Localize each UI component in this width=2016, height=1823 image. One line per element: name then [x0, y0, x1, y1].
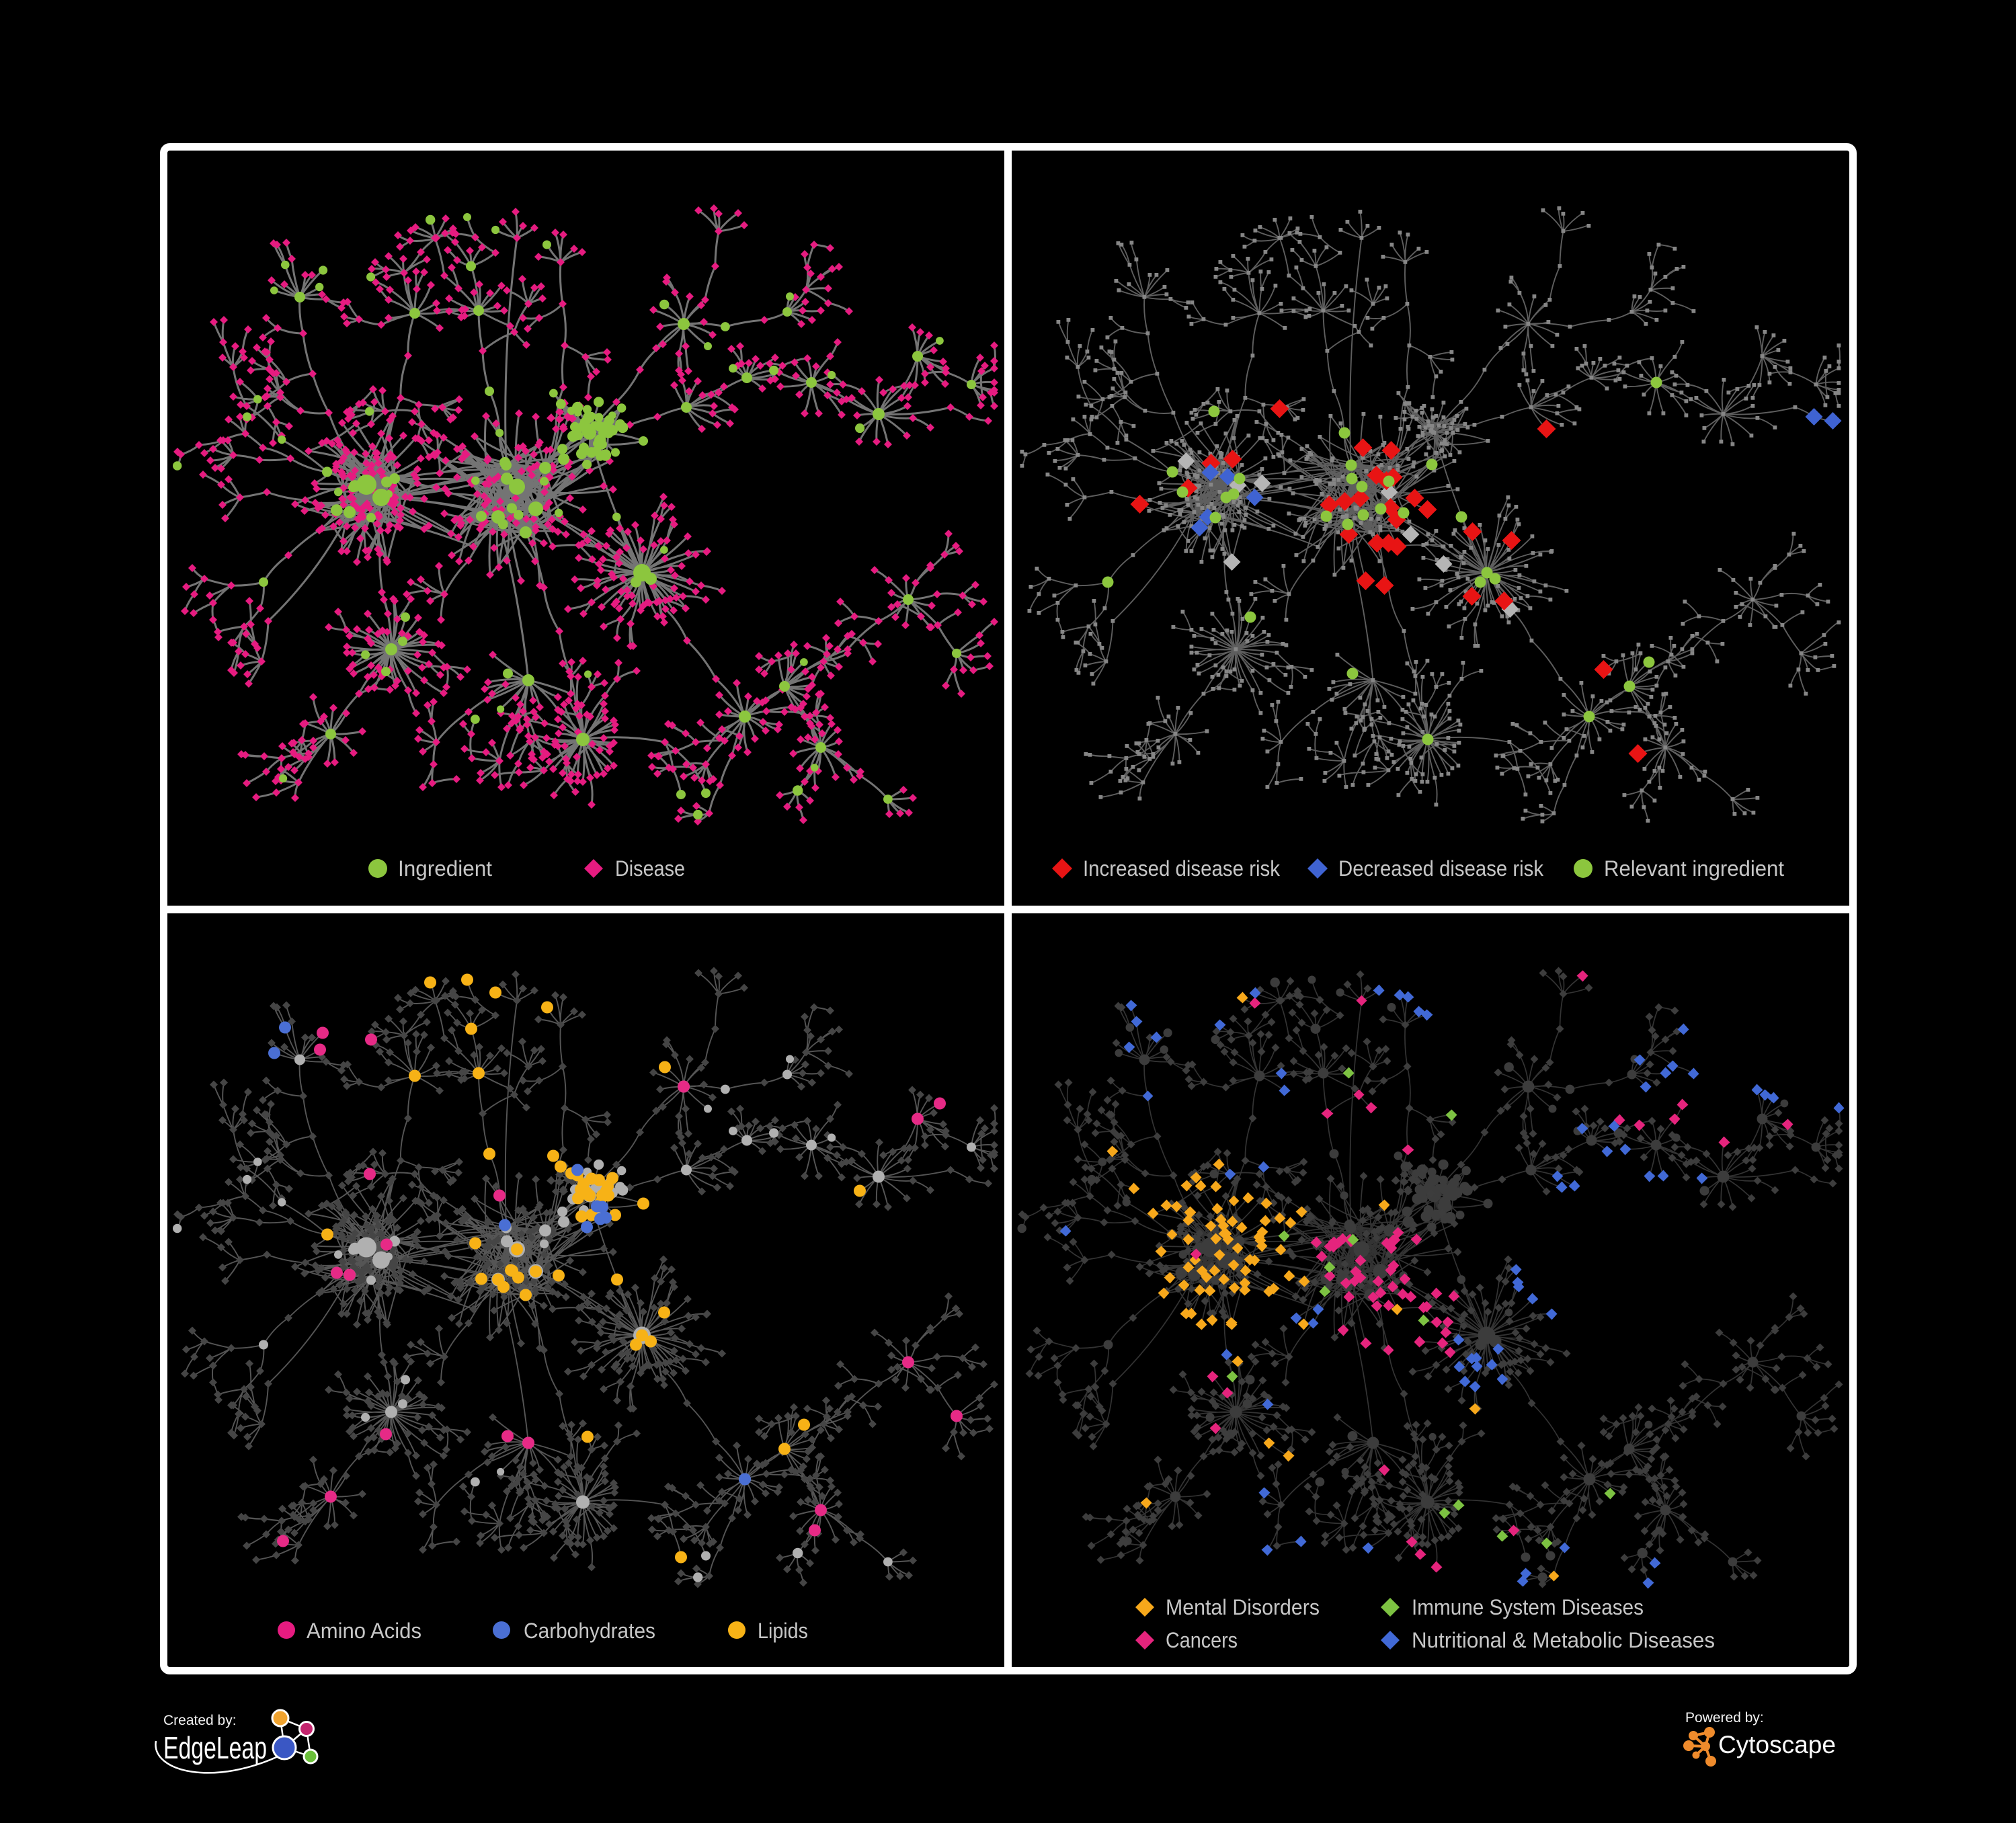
- svg-text:Cytoscape: Cytoscape: [1718, 1731, 1836, 1758]
- svg-text:Lipids: Lipids: [758, 1619, 808, 1643]
- svg-text:Decreased disease risk: Decreased disease risk: [1338, 856, 1544, 881]
- svg-text:Powered by:: Powered by:: [1685, 1710, 1764, 1726]
- svg-text:Disease: Disease: [615, 856, 685, 881]
- svg-text:EdgeLeap: EdgeLeap: [163, 1730, 267, 1765]
- svg-text:Increased disease risk: Increased disease risk: [1083, 856, 1281, 881]
- svg-text:Mental Disorders: Mental Disorders: [1166, 1595, 1320, 1619]
- svg-text:Cancers: Cancers: [1166, 1628, 1238, 1652]
- svg-text:Carbohydrates: Carbohydrates: [524, 1619, 655, 1643]
- svg-text:Immune System Diseases: Immune System Diseases: [1412, 1595, 1644, 1619]
- svg-text:Relevant ingredient: Relevant ingredient: [1604, 856, 1784, 881]
- svg-text:Created by:: Created by:: [163, 1713, 237, 1728]
- svg-text:Nutritional & Metabolic Diseas: Nutritional & Metabolic Diseases: [1412, 1628, 1715, 1652]
- svg-text:Ingredient: Ingredient: [398, 856, 492, 881]
- svg-text:Amino Acids: Amino Acids: [307, 1619, 421, 1643]
